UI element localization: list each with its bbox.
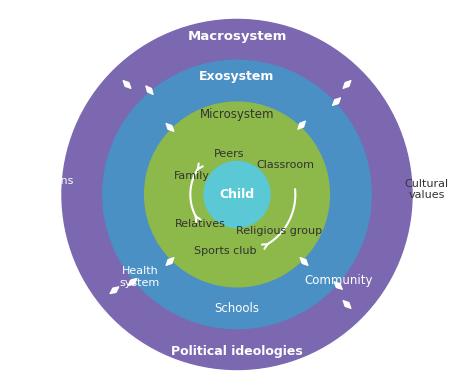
- Text: Political ideologies: Political ideologies: [171, 346, 303, 358]
- Text: Religious group: Religious group: [236, 226, 322, 236]
- Text: Child: Child: [219, 188, 255, 201]
- Circle shape: [103, 60, 371, 329]
- Text: Schools: Schools: [215, 302, 259, 315]
- Text: Family: Family: [174, 171, 210, 181]
- Text: Cultural
values: Cultural values: [404, 179, 449, 200]
- Text: Community: Community: [305, 274, 374, 286]
- Text: Sports club: Sports club: [194, 246, 256, 256]
- Circle shape: [204, 161, 270, 228]
- Circle shape: [62, 19, 412, 370]
- Circle shape: [145, 102, 329, 287]
- Text: Health
system: Health system: [119, 266, 160, 288]
- Text: Peers: Peers: [214, 149, 245, 159]
- Text: Exosystem: Exosystem: [199, 70, 275, 83]
- Text: Classroom: Classroom: [256, 160, 315, 170]
- Text: Relatives: Relatives: [174, 219, 226, 229]
- Text: Macrosystem: Macrosystem: [187, 31, 287, 43]
- Text: Microsystem: Microsystem: [200, 108, 274, 121]
- Text: Social
conditions: Social conditions: [17, 164, 74, 186]
